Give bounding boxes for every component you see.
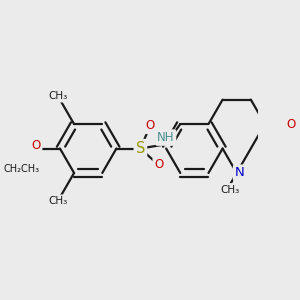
Text: CH₃: CH₃: [49, 196, 68, 206]
Text: N: N: [235, 167, 244, 179]
Text: O: O: [145, 119, 154, 132]
Text: CH₃: CH₃: [49, 91, 68, 101]
Text: S: S: [136, 141, 145, 156]
Text: O: O: [287, 118, 296, 130]
Text: CH₃: CH₃: [220, 184, 239, 195]
Text: CH₂CH₃: CH₂CH₃: [3, 164, 39, 174]
Text: O: O: [32, 139, 40, 152]
Text: NH: NH: [157, 131, 175, 144]
Text: O: O: [154, 158, 164, 171]
